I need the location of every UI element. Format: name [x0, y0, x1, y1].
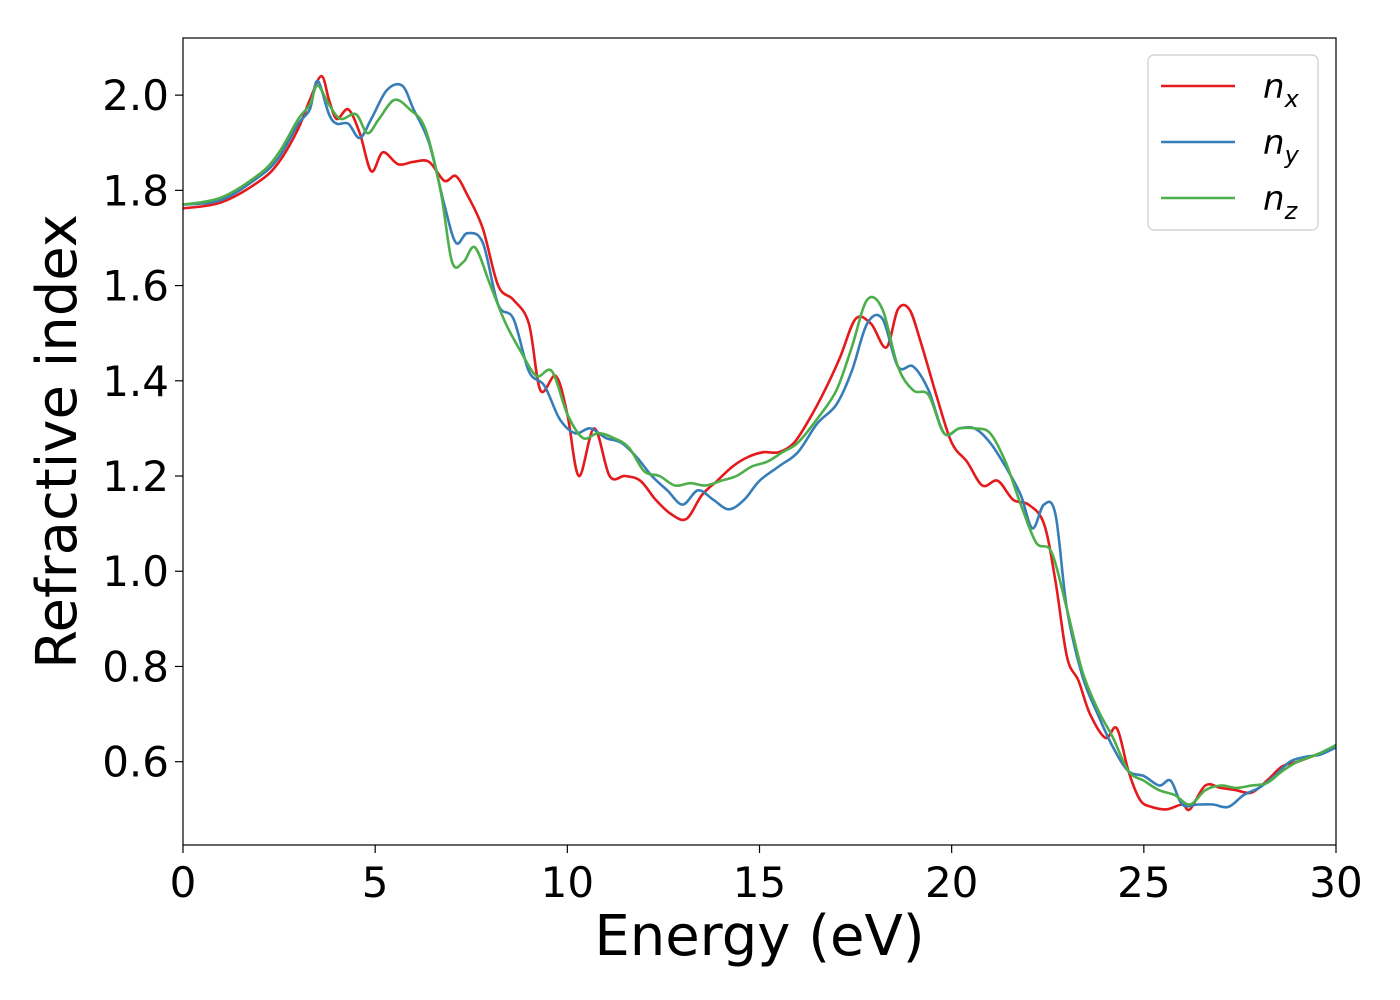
legend-entry-nx: nx — [1263, 67, 1300, 113]
y-axis-ticks: 0.6 0.8 1.0 1.2 1.4 1.6 1.8 2.0 — [102, 71, 183, 787]
y-axis-label: Refractive index — [25, 214, 90, 669]
x-tick-label: 5 — [362, 858, 389, 907]
legend-entry-ny: ny — [1263, 123, 1300, 169]
x-tick-label: 25 — [1117, 858, 1170, 907]
x-axis-label: Energy (eV) — [594, 904, 924, 969]
x-tick-label: 10 — [541, 858, 594, 907]
series-line-nx — [183, 74, 1336, 812]
x-tick-label: 30 — [1309, 858, 1362, 907]
series-line-nz — [183, 84, 1336, 806]
y-tick-label: 1.6 — [102, 262, 169, 311]
legend-symbol: n — [1263, 179, 1285, 219]
y-tick-label: 0.6 — [102, 738, 169, 787]
legend-subscript: y — [1284, 141, 1300, 169]
y-tick-label: 0.8 — [102, 642, 169, 691]
x-axis-ticks: 0 5 10 15 20 25 30 — [170, 845, 1363, 907]
y-tick-label: 2.0 — [102, 71, 169, 120]
y-tick-label: 1.0 — [102, 547, 169, 596]
y-tick-label: 1.4 — [102, 357, 169, 406]
series-line-ny — [183, 79, 1336, 809]
legend-subscript: x — [1284, 85, 1300, 113]
legend-symbol: n — [1263, 67, 1285, 107]
legend-symbol: n — [1263, 123, 1285, 163]
legend-subscript: z — [1284, 197, 1299, 225]
y-tick-label: 1.2 — [102, 452, 169, 501]
x-tick-label: 20 — [925, 858, 978, 907]
legend-entry-nz: nz — [1263, 179, 1299, 225]
x-tick-label: 15 — [733, 858, 786, 907]
plot-lines — [183, 74, 1336, 812]
y-tick-label: 1.8 — [102, 166, 169, 215]
x-tick-label: 0 — [170, 858, 197, 907]
